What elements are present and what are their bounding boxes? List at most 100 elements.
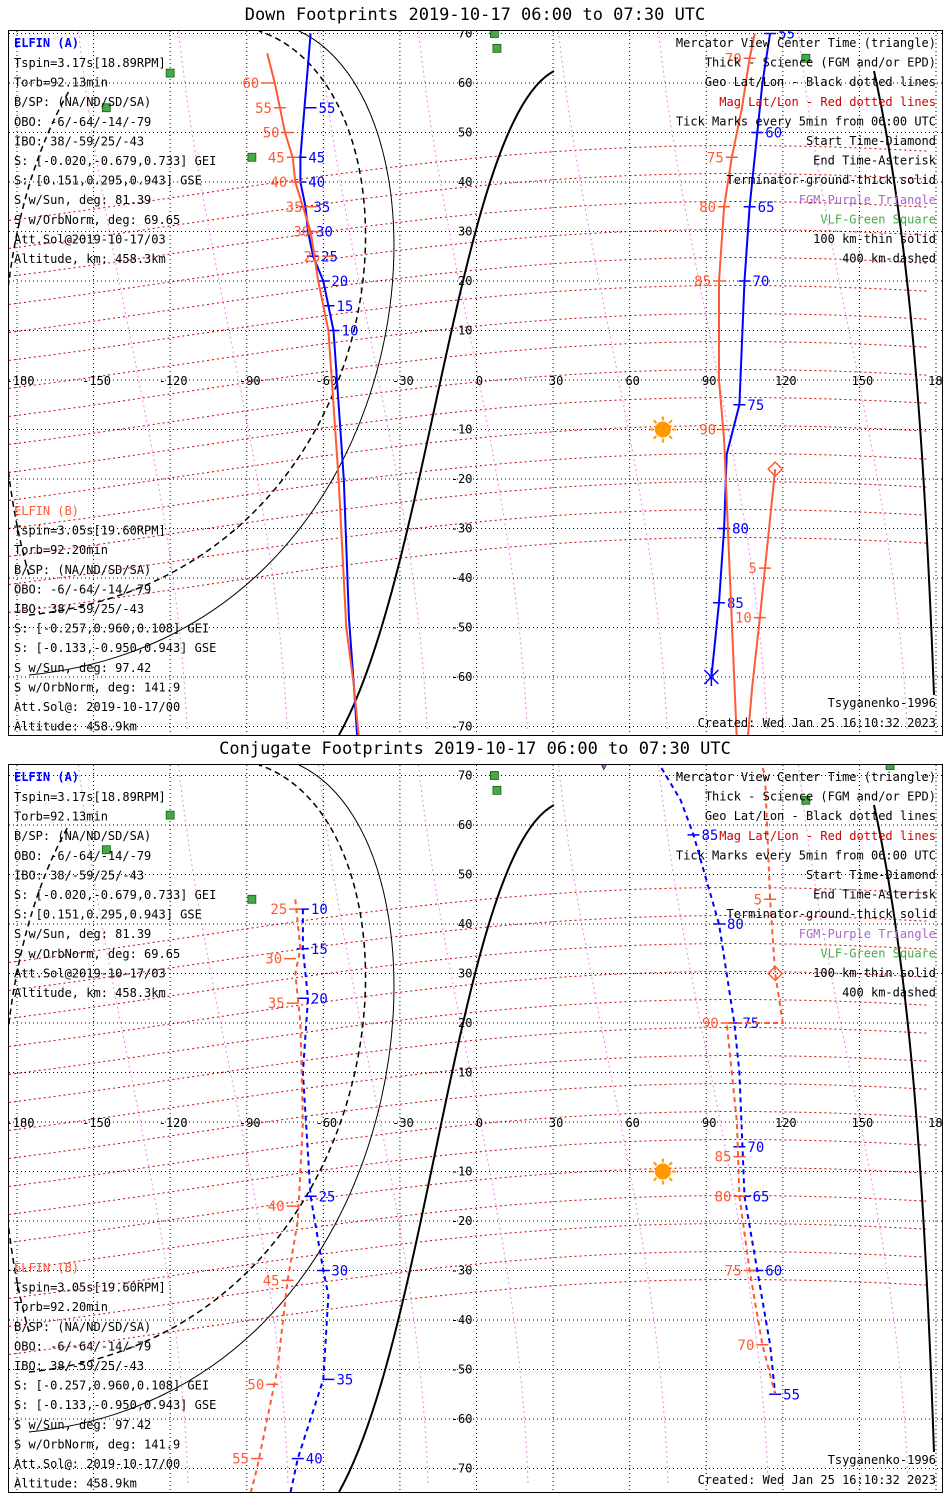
legend-line: Mag Lat/Lon - Red dotted lines: [719, 829, 936, 843]
lon-tick-label: 150: [852, 374, 874, 388]
elfin-a-info-line: Att.Sol@2019-10-17/03: [14, 232, 166, 246]
sun-ray: [652, 1177, 658, 1182]
maglat-line: [9, 425, 930, 501]
maglat-line: [9, 971, 930, 1047]
elfin-b-info-line: Tspin=3.05s[19.60RPM]: [14, 1281, 166, 1295]
sun-ray: [668, 1161, 673, 1166]
tick-label: 80: [732, 522, 749, 538]
legend-line: Terminator-ground-thick solid: [726, 173, 936, 187]
elfin-a-info-line: IBO: 38/-59/25/-43: [14, 868, 144, 882]
lat-tick-label: -20: [451, 1214, 473, 1228]
lon-tick-label: -150: [82, 374, 111, 388]
lon-tick-label: 30: [549, 374, 563, 388]
vlf-station-square: [801, 53, 811, 63]
lat-tick-label: 30: [458, 225, 472, 239]
maglat-line: [9, 453, 930, 529]
lon-tick-label: 180: [928, 374, 942, 388]
tick-label: 30: [316, 225, 333, 241]
tick-label: 75: [747, 398, 764, 414]
maglat-line: [9, 1055, 930, 1131]
conjugate-footprints-map: -180 -150 -120 -90 -60 -30 0 30 60 90 120 150 180 70 6…: [9, 765, 942, 1492]
maglat-line: [9, 1083, 930, 1159]
vlf-station-square: [165, 68, 175, 78]
legend-line: Mag Lat/Lon - Red dotted lines: [719, 95, 936, 109]
legend-line: Tick Marks every 5min from 06:00 UTC: [676, 848, 936, 862]
legend-line: Terminator-ground-thick solid: [726, 907, 936, 921]
elfin-a-info-line: S: [0.151,0.295,0.943] GSE: [14, 174, 202, 188]
elfin-b-info-line: S: [-0.257,0.960,0.108] GEI: [14, 1379, 209, 1393]
maglat-line: [9, 369, 930, 445]
vlf-station-square: [801, 795, 811, 805]
tick-label: 15: [336, 299, 353, 315]
elfin-b-info-line: OBO: -6/-64/-14/-79: [14, 582, 151, 596]
maglon-line: [658, 765, 769, 1486]
start-diamond: [767, 461, 784, 478]
tick-label: 5: [754, 892, 762, 908]
maglon-line: [178, 31, 288, 732]
maglat-line: [9, 1279, 930, 1355]
bottom-panel-title: Conjugate Footprints 2019-10-17 06:00 to…: [219, 739, 731, 759]
elfin-b-title: ELFIN (B): [14, 1261, 79, 1275]
lon-tick-label: -30: [392, 374, 414, 388]
tick-label: 85: [715, 1150, 732, 1166]
elfin-a-info-line: Altitude, km: 458.3km: [14, 252, 166, 266]
lat-tick-label: 50: [458, 868, 472, 882]
maglat-line: [9, 201, 930, 277]
lat-tick-label: 70: [458, 769, 472, 783]
tick-label: 50: [247, 1377, 264, 1393]
tick-label: 45: [308, 150, 325, 166]
maglat-line: [9, 173, 930, 249]
tick-label: 65: [753, 1189, 770, 1205]
elfin-b-info-line: Torb=92.20min: [14, 1300, 108, 1314]
maglon-line: [418, 31, 528, 732]
tick-label: 10: [735, 611, 752, 627]
elfin-a-info-line: OBO: -6/-64/-14/-79: [14, 115, 151, 129]
tick-label: 35: [268, 996, 285, 1012]
elfin-b-info-line: Tspin=3.05s[19.60RPM]: [14, 524, 166, 538]
elfin-b-info-line: S: [-0.133,-0.950,0.943] GSE: [14, 641, 216, 655]
vlf-station-square: [492, 785, 502, 795]
tick-label: 65: [758, 200, 775, 216]
maglon-line: [78, 765, 189, 1486]
lon-tick-label: -180: [9, 1116, 34, 1130]
tick-label: 55: [232, 1452, 249, 1468]
elfin-a-info-line: Torb=92.13min: [14, 76, 108, 90]
tick-label: 30: [265, 952, 282, 968]
model-label: Tsyganenko-1996: [828, 696, 936, 710]
vlf-station-square: [247, 152, 257, 162]
lon-tick-label: -60: [315, 374, 337, 388]
lat-tick-label: 40: [458, 917, 472, 931]
legend-line: 100 km-thin solid: [813, 966, 936, 980]
lat-tick-label: -40: [451, 571, 473, 585]
created-label: Created: Wed Jan 25 16:10:32 2023: [698, 716, 936, 730]
vlf-station-square: [492, 43, 502, 53]
elfin-a-title: ELFIN (A): [14, 770, 79, 784]
lon-tick-label: -150: [82, 1116, 111, 1130]
maglon-line: [558, 765, 669, 1486]
legend-line: Thick - Science (FGM and/or EPD): [705, 56, 936, 70]
vlf-station-square: [885, 765, 895, 770]
elfin-a-info-line: S: [-0.020,-0.679,0.733] GEI: [14, 888, 216, 902]
tick-label: 60: [765, 1264, 782, 1280]
maglat-line: [9, 341, 930, 417]
elfin-b-title: ELFIN (B): [14, 504, 79, 518]
sun-ray: [668, 1177, 673, 1182]
elfin-a-info-line: S: [-0.020,-0.679,0.733] GEI: [14, 154, 216, 168]
maglat-line: [9, 229, 930, 305]
lat-tick-label: -60: [451, 670, 473, 684]
legend-line: 400 km-dashed: [842, 252, 936, 266]
maglat-line: [9, 915, 930, 991]
lat-tick-label: 40: [458, 175, 472, 189]
tick-label: 25: [319, 1189, 336, 1205]
tick-label: 35: [336, 1372, 353, 1388]
tick-label: 40: [308, 175, 325, 191]
maglon-line: [178, 765, 289, 1486]
tick-label: 70: [738, 1338, 755, 1354]
lat-tick-label: -70: [451, 1462, 473, 1476]
lon-tick-label: 30: [549, 1116, 563, 1130]
lon-tick-label: 60: [625, 374, 639, 388]
tick-label: 75: [725, 1264, 742, 1280]
maglon-line: [798, 765, 909, 1486]
elfin-a-info-line: S w/OrbNorm, deg: 69.65: [14, 947, 180, 961]
lon-tick-label: -180: [9, 374, 34, 388]
